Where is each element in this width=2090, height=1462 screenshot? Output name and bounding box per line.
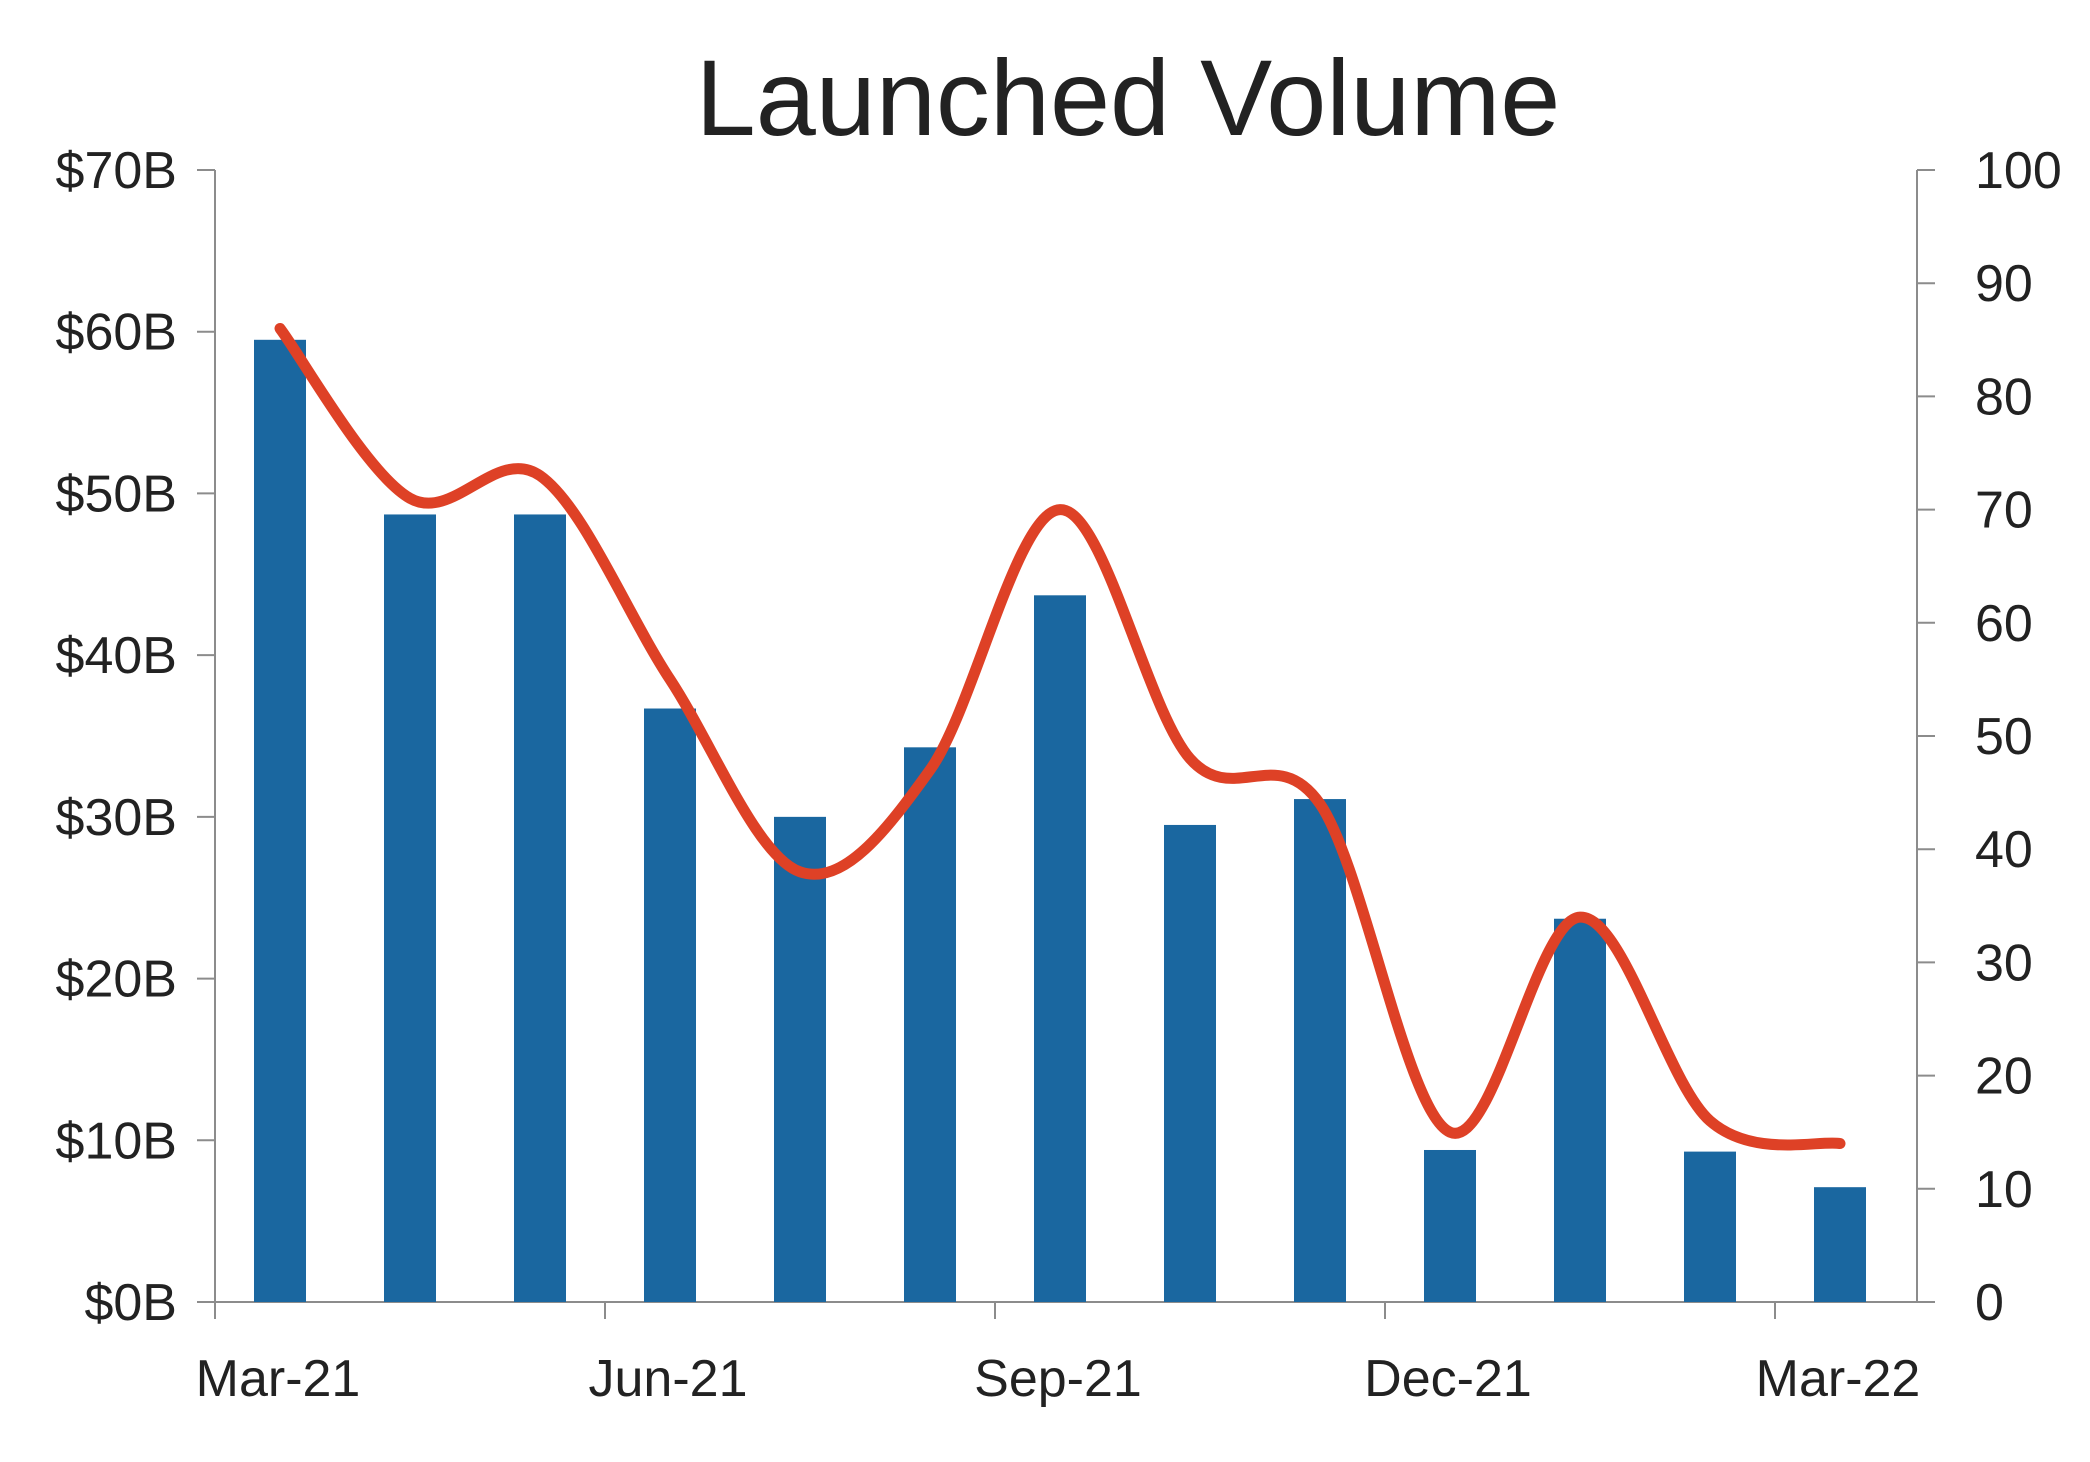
right-y-tick-label: 40 xyxy=(1975,821,2033,879)
x-tick-label: Sep-21 xyxy=(974,1350,1142,1408)
line-series xyxy=(274,322,1846,1151)
left-y-tick-label: $10B xyxy=(56,1112,177,1170)
bar xyxy=(384,514,436,1302)
left-y-tick-label: $50B xyxy=(56,465,177,523)
bar xyxy=(644,708,696,1302)
left-y-tick-label: $60B xyxy=(56,304,177,362)
right-y-tick-label: 80 xyxy=(1975,368,2033,426)
bar xyxy=(1164,824,1216,1302)
right-y-tick-label: 0 xyxy=(1975,1274,2004,1332)
x-tick-label: Mar-22 xyxy=(1756,1350,1921,1408)
x-tick-label: Jun-21 xyxy=(589,1350,748,1408)
right-y-tick-label: 100 xyxy=(1975,142,2062,200)
bar xyxy=(904,747,956,1302)
bar-series xyxy=(254,339,1866,1302)
x-tick-label: Dec-21 xyxy=(1364,1350,1532,1408)
right-y-tick-label: 10 xyxy=(1975,1161,2033,1219)
chart-title: Launched Volume xyxy=(696,37,1561,158)
right-y-tick-label: 90 xyxy=(1975,255,2033,313)
bar xyxy=(1814,1187,1866,1302)
bar xyxy=(514,514,566,1302)
left-y-tick-label: $30B xyxy=(56,789,177,847)
axes: $0B $10B $20B $30B $40B $50B $60B $70B 0 10 20 30 40… xyxy=(56,142,2062,1408)
bar xyxy=(1684,1151,1736,1302)
bar xyxy=(1294,799,1346,1302)
left-y-tick-label: $40B xyxy=(56,627,177,685)
x-tick-label: Mar-21 xyxy=(196,1350,361,1408)
bar xyxy=(1034,595,1086,1302)
bar xyxy=(254,339,306,1302)
right-y-tick-label: 60 xyxy=(1975,595,2033,653)
right-y-tick-label: 30 xyxy=(1975,934,2033,992)
trend-line xyxy=(274,322,1846,1151)
left-y-tick-label: $20B xyxy=(56,951,177,1009)
left-y-tick-label: $0B xyxy=(84,1274,177,1332)
right-y-tick-label: 20 xyxy=(1975,1048,2033,1106)
right-y-tick-label: 70 xyxy=(1975,482,2033,540)
bar xyxy=(1424,1149,1476,1302)
right-y-tick-label: 50 xyxy=(1975,708,2033,766)
bar xyxy=(1554,918,1606,1302)
bar xyxy=(774,816,826,1302)
left-y-tick-label: $70B xyxy=(56,142,177,200)
